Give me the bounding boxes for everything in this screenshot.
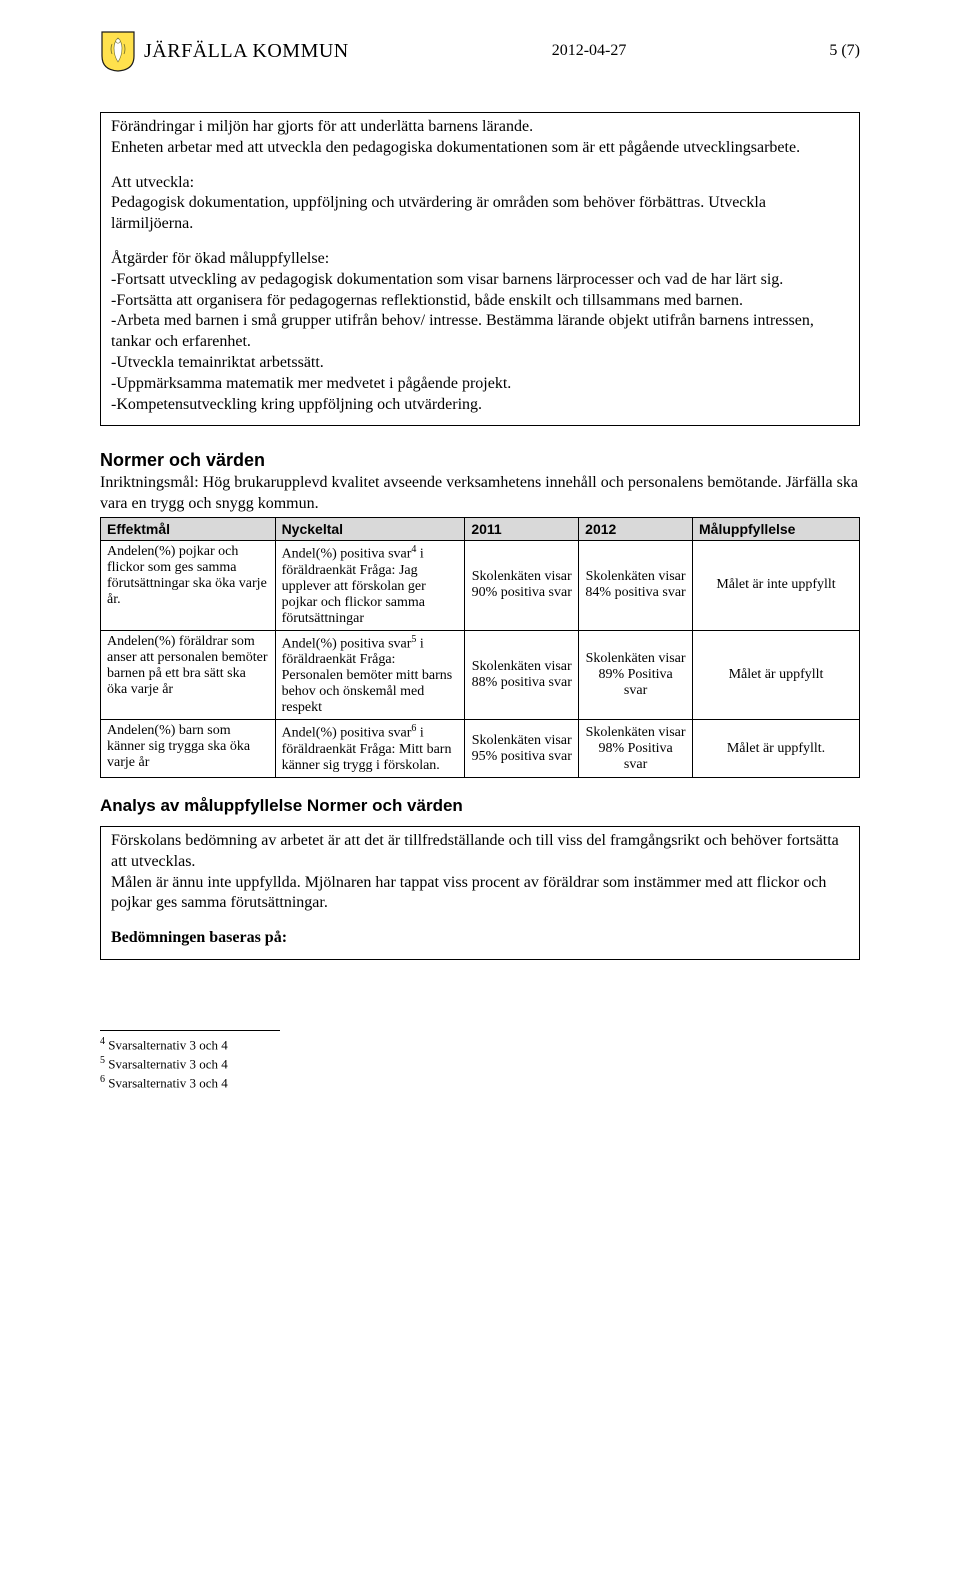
footnotes: 4 Svarsalternativ 3 och 4 5 Svarsalterna… — [100, 1030, 860, 1092]
cell: Andelen(%) barn som känner sig trygga sk… — [101, 720, 276, 778]
section-heading-normer: Normer och värden — [100, 450, 860, 471]
cell: Målet är uppfyllt — [693, 630, 860, 720]
cell: Andel(%) positiva svar6 i föräldraenkät … — [275, 720, 465, 778]
cell: Skolenkäten visar 88% positiva svar — [465, 630, 579, 720]
header-page-number: 5 (7) — [829, 42, 860, 60]
body-text: -Fortsatt utveckling av pedagogisk dokum… — [111, 271, 783, 288]
table-row: Andelen(%) pojkar och flickor som ges sa… — [101, 540, 860, 630]
analysis-heading: Analys av måluppfyllelse Normer och värd… — [100, 796, 860, 816]
col-header: Nyckeltal — [275, 517, 465, 540]
cell: Målet är inte uppfyllt — [693, 540, 860, 630]
body-text: Målen är ännu inte uppfyllda. Mjölnaren … — [111, 874, 826, 912]
page-header: JÄRFÄLLA KOMMUN 2012-04-27 5 (7) — [100, 30, 860, 72]
cell: Skolenkäten visar 95% positiva svar — [465, 720, 579, 778]
section-intro: Inriktningsmål: Hög brukarupplevd kvalit… — [100, 473, 860, 515]
table-header-row: Effektmål Nyckeltal 2011 2012 Måluppfyll… — [101, 517, 860, 540]
cell: Skolenkäten visar 89% Positiva svar — [579, 630, 693, 720]
col-header: 2011 — [465, 517, 579, 540]
body-text: Bedömningen baseras på: — [111, 929, 287, 946]
cell: Andelen(%) pojkar och flickor som ges sa… — [101, 540, 276, 630]
cell: Andel(%) positiva svar5 i föräldraenkät … — [275, 630, 465, 720]
cell: Andel(%) positiva svar4 i föräldraenkät … — [275, 540, 465, 630]
header-date: 2012-04-27 — [552, 42, 627, 60]
body-text: Enheten arbetar med att utveckla den ped… — [111, 139, 800, 156]
col-header: Måluppfyllelse — [693, 517, 860, 540]
footnote: 4 Svarsalternativ 3 och 4 — [100, 1035, 860, 1054]
box-analysis: Förskolans bedömning av arbetet är att d… — [100, 826, 860, 960]
col-header: Effektmål — [101, 517, 276, 540]
body-text: Pedagogisk dokumentation, uppföljning oc… — [111, 194, 766, 232]
org-name: JÄRFÄLLA KOMMUN — [144, 40, 349, 63]
table-row: Andelen(%) barn som känner sig trygga sk… — [101, 720, 860, 778]
body-text: Att utveckla: — [111, 174, 194, 191]
footnote-rule — [100, 1030, 280, 1031]
logo-block: JÄRFÄLLA KOMMUN — [100, 30, 349, 72]
footnote: 6 Svarsalternativ 3 och 4 — [100, 1073, 860, 1092]
body-text: Åtgärder för ökad måluppfyllelse: — [111, 250, 329, 267]
col-header: 2012 — [579, 517, 693, 540]
body-text: -Fortsätta att organisera för pedagogern… — [111, 292, 743, 309]
shield-icon — [100, 30, 136, 72]
body-text: -Utveckla temainriktat arbetssätt. — [111, 354, 324, 371]
body-text: -Arbeta med barnen i små grupper utifrån… — [111, 312, 814, 350]
box-changes-develop: Förändringar i miljön har gjorts för att… — [100, 112, 860, 426]
body-text: -Uppmärksamma matematik mer medvetet i p… — [111, 375, 511, 392]
body-text: Förskolans bedömning av arbetet är att d… — [111, 832, 839, 870]
table-row: Andelen(%) föräldrar som anser att perso… — [101, 630, 860, 720]
footnote: 5 Svarsalternativ 3 och 4 — [100, 1054, 860, 1073]
cell: Skolenkäten visar 90% positiva svar — [465, 540, 579, 630]
cell: Skolenkäten visar 98% Positiva svar — [579, 720, 693, 778]
goals-table: Effektmål Nyckeltal 2011 2012 Måluppfyll… — [100, 517, 860, 778]
body-text: -Kompetensutveckling kring uppföljning o… — [111, 396, 482, 413]
cell: Skolenkäten visar 84% positiva svar — [579, 540, 693, 630]
body-text: Förändringar i miljön har gjorts för att… — [111, 118, 533, 135]
cell: Målet är uppfyllt. — [693, 720, 860, 778]
cell: Andelen(%) föräldrar som anser att perso… — [101, 630, 276, 720]
